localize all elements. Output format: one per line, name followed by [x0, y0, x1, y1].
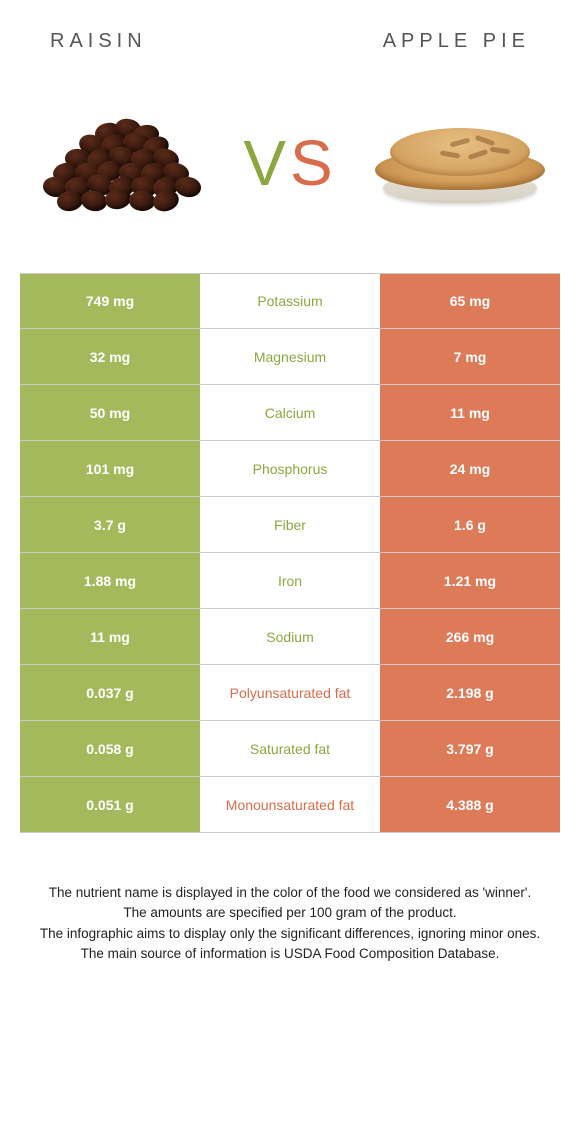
table-row: 0.058 g Saturated fat 3.797 g: [20, 721, 560, 777]
raisin-image: [30, 103, 210, 223]
left-food-title: RAISIN: [50, 30, 147, 53]
footer-line: The infographic aims to display only the…: [35, 924, 545, 944]
left-value-cell: 1.88 mg: [20, 553, 200, 608]
right-value-cell: 1.21 mg: [380, 553, 560, 608]
right-value-cell: 2.198 g: [380, 665, 560, 720]
right-value-cell: 4.388 g: [380, 777, 560, 832]
left-value-cell: 32 mg: [20, 329, 200, 384]
table-row: 3.7 g Fiber 1.6 g: [20, 497, 560, 553]
footer-line: The amounts are specified per 100 gram o…: [35, 903, 545, 923]
table-row: 101 mg Phosphorus 24 mg: [20, 441, 560, 497]
nutrient-name: Potassium: [257, 293, 322, 309]
nutrient-name-cell: Iron: [200, 553, 380, 608]
table-row: 32 mg Magnesium 7 mg: [20, 329, 560, 385]
nutrient-name: Saturated fat: [250, 741, 330, 757]
table-row: 749 mg Potassium 65 mg: [20, 273, 560, 329]
nutrient-name-cell: Fiber: [200, 497, 380, 552]
nutrient-name-cell: Phosphorus: [200, 441, 380, 496]
right-value-cell: 266 mg: [380, 609, 560, 664]
nutrient-name: Monounsaturated fat: [226, 797, 354, 813]
right-value-cell: 24 mg: [380, 441, 560, 496]
vs-v-letter: V: [243, 127, 290, 199]
nutrient-name: Fiber: [274, 517, 306, 533]
nutrient-name: Iron: [278, 573, 302, 589]
nutrient-name-cell: Calcium: [200, 385, 380, 440]
left-value-cell: 50 mg: [20, 385, 200, 440]
table-row: 1.88 mg Iron 1.21 mg: [20, 553, 560, 609]
left-value-cell: 3.7 g: [20, 497, 200, 552]
left-value-cell: 0.051 g: [20, 777, 200, 832]
left-value-cell: 0.058 g: [20, 721, 200, 776]
nutrient-name: Phosphorus: [253, 461, 328, 477]
nutrient-name-cell: Sodium: [200, 609, 380, 664]
right-value-cell: 3.797 g: [380, 721, 560, 776]
footer-line: The nutrient name is displayed in the co…: [35, 883, 545, 903]
vs-s-letter: S: [290, 127, 337, 199]
nutrient-name: Calcium: [265, 405, 316, 421]
table-row: 0.051 g Monounsaturated fat 4.388 g: [20, 777, 560, 833]
table-row: 0.037 g Polyunsaturated fat 2.198 g: [20, 665, 560, 721]
nutrient-table: 749 mgPotassium65 mg32 mgMagnesium7 mg50…: [20, 273, 560, 833]
vs-label: VS: [243, 126, 336, 200]
nutrient-name: Sodium: [266, 629, 313, 645]
table-row: 11 mg Sodium 266 mg: [20, 609, 560, 665]
left-value-cell: 101 mg: [20, 441, 200, 496]
footer-notes: The nutrient name is displayed in the co…: [0, 833, 580, 964]
nutrient-name-cell: Magnesium: [200, 329, 380, 384]
nutrient-name: Polyunsaturated fat: [230, 685, 351, 701]
nutrient-name-cell: Saturated fat: [200, 721, 380, 776]
nutrient-name-cell: Potassium: [200, 274, 380, 328]
vs-row: VS: [0, 63, 580, 273]
table-row: 50 mg Calcium 11 mg: [20, 385, 560, 441]
nutrient-name-cell: Polyunsaturated fat: [200, 665, 380, 720]
right-food-title: APPLE PIE: [383, 30, 530, 53]
left-value-cell: 11 mg: [20, 609, 200, 664]
nutrient-name-cell: Monounsaturated fat: [200, 777, 380, 832]
left-value-cell: 749 mg: [20, 274, 200, 328]
left-value-cell: 0.037 g: [20, 665, 200, 720]
right-value-cell: 7 mg: [380, 329, 560, 384]
apple-pie-image: [370, 103, 550, 223]
right-value-cell: 1.6 g: [380, 497, 560, 552]
right-value-cell: 65 mg: [380, 274, 560, 328]
nutrient-name: Magnesium: [254, 349, 326, 365]
right-value-cell: 11 mg: [380, 385, 560, 440]
footer-line: The main source of information is USDA F…: [35, 944, 545, 964]
header-row: RAISIN APPLE PIE: [0, 0, 580, 63]
